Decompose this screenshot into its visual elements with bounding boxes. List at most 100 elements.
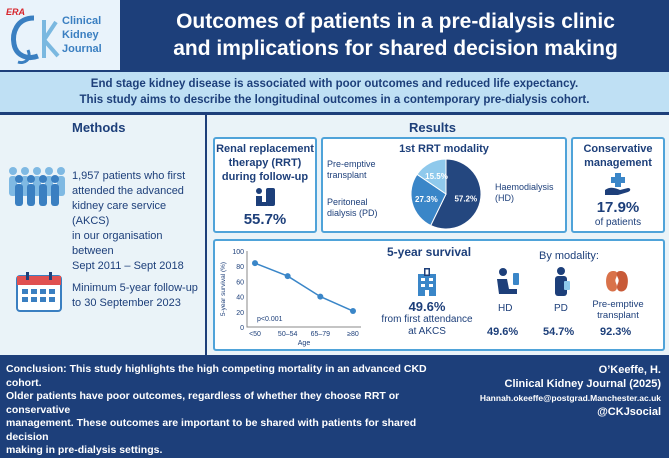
survival-point (317, 293, 324, 300)
results-panel: Results Renal replacement therapy (RRT) … (207, 115, 669, 355)
rrt-title-line: therapy (RRT) (228, 157, 302, 169)
cohort-description: 1,957 patients who first attended the ad… (72, 169, 205, 274)
citation-journal: Clinical Kidney Journal (2025) (504, 378, 662, 390)
ckj-logo-icon (11, 15, 60, 64)
pd-value: 54.7% (543, 326, 575, 338)
pie-slice-label: 57.2% (454, 195, 477, 204)
survival-line (254, 262, 354, 312)
dialysis-machine-icon (256, 188, 275, 206)
rrt-title-line: during follow-up (221, 171, 309, 183)
y-tick-label: 60 (236, 279, 244, 286)
tx-label-line: transplant (597, 310, 639, 321)
hd-patient-icon (497, 268, 519, 294)
conclusion-line: making in pre-dialysis settings. (6, 444, 163, 456)
y-axis-label: 5-year survival (%) (220, 262, 227, 316)
modality-title: 1st RRT modality (399, 143, 489, 155)
rrt-title-line: Renal replacement (216, 143, 314, 155)
y-tick-label: 100 (232, 249, 244, 256)
pie-label-transplant: Pre-emptive transplant (327, 159, 376, 181)
conclusion-line: Older patients have poor outcomes, regar… (6, 390, 400, 416)
title-line: and implications for shared decision mak… (173, 37, 618, 60)
footer: Conclusion: This study highlights the hi… (0, 357, 669, 456)
conservative-sub: of patients (594, 217, 642, 228)
conservative-value: 17.9% (596, 199, 640, 216)
rrt-value: 55.7% (243, 211, 287, 228)
logo-line: Kidney (62, 29, 99, 41)
rrt-title: Renal replacement therapy (RRT) during f… (215, 142, 315, 184)
citation-email[interactable]: Hannah.okeeffe@postgrad.Manchester.ac.uk (479, 393, 661, 403)
p-value-annotation: p<0.001 (257, 316, 283, 323)
conclusion-line: Conclusion: This study highlights the hi… (6, 363, 427, 389)
conservative-title-line: management (584, 157, 652, 169)
modality-pie-chart: 57.2% 27.3% 15.5% (410, 158, 482, 230)
intro-line: This study aims to describe the longitud… (79, 94, 590, 106)
rrt-card: Renal replacement therapy (RRT) during f… (213, 137, 317, 233)
logo-line: Clinical (62, 15, 102, 27)
citation: O’Keeffe, H. Clinical Kidney Journal (20… (480, 363, 661, 419)
y-tick-label: 20 (236, 310, 244, 317)
survival-sub-line: at AKCS (408, 326, 446, 337)
pie-slice (416, 158, 447, 195)
x-tick-label: ≥80 (347, 331, 359, 338)
x-axis-label: Age (298, 340, 311, 347)
survival-value: 49.6% (408, 299, 446, 314)
tx-value: 92.3% (600, 326, 632, 338)
chart-axes (246, 251, 361, 328)
pd-label: PD (554, 303, 568, 314)
journal-logo: ERA Clinical Kidney Journal (0, 0, 120, 70)
citation-social[interactable]: @CKJsocial (597, 406, 661, 418)
conservative-card: Conservative management 17.9% of patient… (571, 137, 665, 233)
pie-label-line: transplant (327, 170, 367, 180)
care-hand-icon (605, 173, 631, 195)
pie-label-line: dialysis (PD) (327, 208, 378, 218)
cohort-line: kidney care service (AKCS) (72, 200, 167, 227)
intro-banner: End stage kidney disease is associated w… (0, 72, 669, 112)
cohort-line: Sept 2011 – Sept 2018 (72, 260, 184, 272)
conclusion-line: management. These outcomes are important… (6, 417, 417, 443)
logo-journal-name: Clinical Kidney Journal (62, 14, 102, 56)
conclusion: Conclusion: This study highlights the hi… (6, 363, 436, 458)
pie-slice (410, 173, 447, 227)
hd-label: HD (498, 303, 513, 314)
survival-card: 5-year survival 0 20 40 60 80 100 <50 50–54 65–7… (213, 239, 665, 351)
pie-slice-label: 27.3% (415, 195, 438, 204)
survival-by-age-chart: 0 20 40 60 80 100 <50 50–54 65–79 ≥80 Age 5-year su… (217, 245, 367, 347)
x-tick-label: 50–54 (278, 331, 298, 338)
pie-slice (430, 158, 482, 230)
methods-panel: Methods 1,957 patients who first attende… (0, 115, 205, 355)
survival-point (350, 308, 356, 315)
citation-author: O’Keeffe, H. (598, 364, 661, 376)
survival-point (252, 260, 258, 267)
pie-label-line: Peritoneal (327, 197, 368, 207)
pie-label-pd: Peritoneal dialysis (PD) (327, 197, 378, 219)
title-line: Outcomes of patients in a pre-dialysis c… (176, 10, 615, 33)
survival-sub-line: from first attendance (381, 314, 473, 325)
chart-background (217, 245, 367, 347)
cohort-line: in our organisation between (72, 230, 163, 257)
by-modality-label: By modality: (539, 250, 599, 262)
methods-title: Methods (72, 120, 126, 135)
calendar-icon (16, 272, 62, 312)
cohort-line: attended the advanced (72, 185, 184, 197)
pie-label-line: Pre-emptive (327, 159, 376, 169)
pie-label-line: (HD) (495, 193, 514, 203)
y-tick-label: 80 (236, 264, 244, 271)
page-title: Outcomes of patients in a pre-dialysis c… (128, 8, 663, 62)
patients-icon (9, 167, 65, 206)
survival-point (284, 273, 291, 280)
modality-card: 1st RRT modality 57.2% 27.3% 15.5% Pre-emp… (321, 137, 567, 233)
x-tick-label: <50 (249, 331, 261, 338)
followup-line: Minimum 5-year follow-up (72, 282, 198, 294)
pie-slice-label: 15.5% (425, 172, 448, 181)
survival-sub: from first attendance at AKCS (377, 314, 477, 338)
pie-label-hd: Haemodialysis (HD) (495, 182, 554, 204)
intro-line: End stage kidney disease is associated w… (90, 78, 579, 90)
conservative-title: Conservative management (573, 142, 663, 170)
y-tick-label: 40 (236, 295, 244, 302)
conservative-title-line: Conservative (583, 143, 653, 155)
survival-title: 5-year survival (386, 245, 472, 259)
hospital-icon (418, 268, 436, 296)
followup-line: to 30 September 2023 (72, 297, 181, 309)
tx-label: Pre-emptive transplant (587, 299, 649, 321)
